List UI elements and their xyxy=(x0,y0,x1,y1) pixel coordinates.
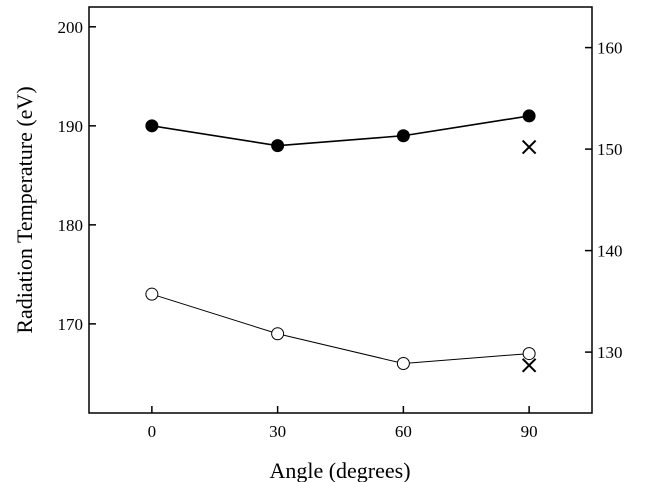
y2-tick-label: 160 xyxy=(597,39,623,58)
y-tick-label: 190 xyxy=(58,117,84,136)
y-tick-label: 170 xyxy=(58,315,84,334)
filled-circle-marker xyxy=(145,119,159,133)
x-marker xyxy=(521,358,537,373)
plot-frame xyxy=(88,6,593,414)
x-marker xyxy=(521,139,537,155)
y2-tick-label: 130 xyxy=(597,343,623,362)
y2-tick-label: 140 xyxy=(597,242,623,261)
series-layer xyxy=(145,109,537,373)
x-marker-stroke xyxy=(521,358,537,373)
x-marker-stroke xyxy=(521,139,537,155)
open-circle-marker xyxy=(145,287,159,301)
x-tick-label: 0 xyxy=(148,422,157,441)
open-circle-marker xyxy=(522,347,536,361)
x-tick-label: 90 xyxy=(521,422,538,441)
ticks-layer: 0 30 60 90 170 180 190 200 130 140 150 160 xyxy=(58,18,623,441)
filled-circle-marker xyxy=(522,109,536,123)
open-circle-marker xyxy=(271,327,285,341)
y-axis-title: Radiation Temperature (eV) xyxy=(12,86,37,333)
x-axis-title: Angle (degrees) xyxy=(269,458,410,482)
y-tick-label: 180 xyxy=(58,216,84,235)
series-1-line xyxy=(151,115,530,147)
series-2-line xyxy=(151,293,530,364)
filled-circle-marker xyxy=(396,129,410,143)
y-tick-label: 200 xyxy=(58,18,84,37)
x-tick-label: 30 xyxy=(269,422,286,441)
filled-circle-marker xyxy=(271,139,285,153)
y2-tick-label: 150 xyxy=(597,140,623,159)
x-tick-label: 60 xyxy=(395,422,412,441)
open-circle-marker xyxy=(396,356,410,370)
